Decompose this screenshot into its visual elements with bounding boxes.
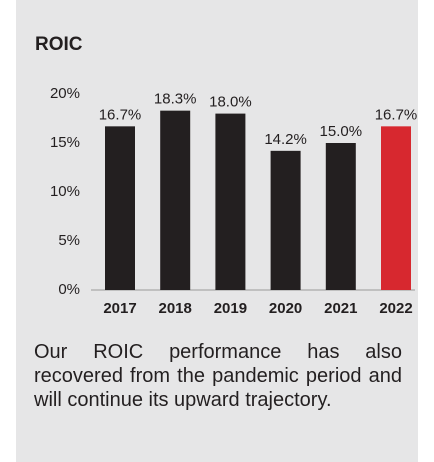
y-tick-label: 20% — [50, 85, 80, 102]
value-label: 16.7% — [99, 106, 142, 123]
y-tick-label: 15% — [50, 134, 80, 151]
value-label: 18.0% — [209, 94, 252, 111]
y-tick-label: 10% — [50, 183, 80, 200]
chart-title: ROIC — [35, 34, 83, 55]
x-tick-label: 2022 — [379, 300, 412, 317]
panel: ROIC 0% 5% 10% 15% 20% 2017 16.7% 2018 18.3% 2019… — [16, 0, 418, 462]
value-label: 15.0% — [320, 123, 363, 140]
value-label: 14.2% — [264, 131, 307, 148]
bar — [325, 143, 356, 290]
bar — [215, 113, 246, 290]
bar — [105, 126, 135, 290]
paragraph: Our ROIC performance has also recovered … — [34, 341, 402, 411]
x-tick-label: 2020 — [269, 300, 302, 317]
bar — [270, 150, 301, 290]
bar — [381, 126, 411, 290]
value-label: 16.7% — [375, 106, 418, 123]
chart: ROIC 0% 5% 10% 15% 20% 2017 16.7% 2018 18.3% 2019… — [35, 34, 418, 317]
value-label: 18.3% — [154, 91, 197, 108]
x-tick-label: 2018 — [159, 300, 192, 317]
y-tick-label: 0% — [58, 281, 80, 298]
x-tick-label: 2019 — [214, 300, 247, 317]
bar — [160, 110, 191, 290]
y-tick-label: 5% — [58, 232, 80, 249]
x-tick-label: 2021 — [324, 300, 357, 317]
x-tick-label: 2017 — [103, 300, 136, 317]
